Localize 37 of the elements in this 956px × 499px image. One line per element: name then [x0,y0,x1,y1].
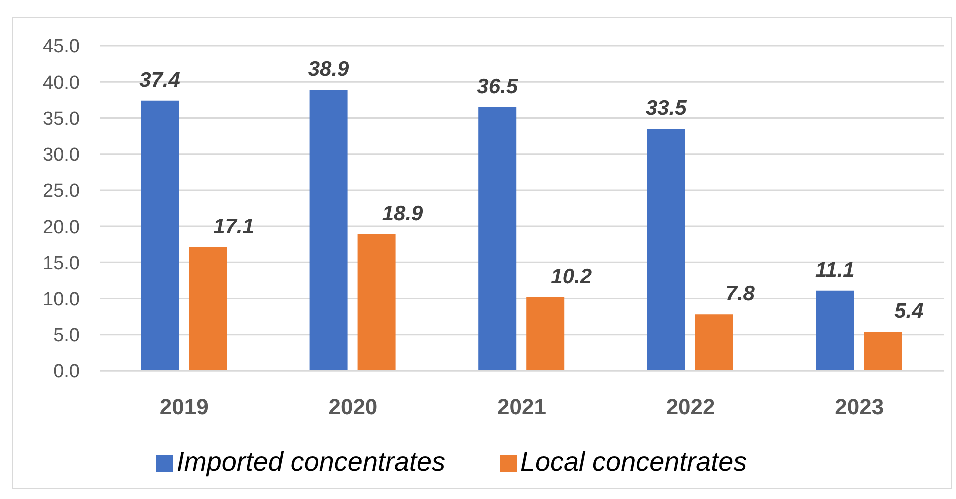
bar [864,332,902,371]
x-tick-label: 2021 [498,394,546,420]
bar [478,107,517,371]
legend-label: Local concentrates [520,447,748,477]
data-label: 11.1 [816,258,855,282]
bar [189,248,227,371]
data-label: 5.4 [894,300,924,323]
y-tick-label: 30.0 [43,145,80,166]
y-tick-label: 25.0 [43,181,80,202]
bar [526,297,565,371]
data-label: 38.9 [308,58,350,82]
x-tick-label: 2023 [835,394,884,420]
x-tick-label: 2022 [666,394,716,420]
bar [816,290,854,371]
y-tick-label: 20.0 [43,217,80,238]
bar [310,90,348,371]
y-tick-label: 10.0 [43,290,80,311]
bar [647,129,686,371]
y-tick-label: 35.0 [43,108,80,130]
y-tick-label: 45.0 [43,36,80,58]
data-label: 36.5 [477,75,518,98]
data-label: 7.8 [726,282,756,306]
data-label: 10.2 [551,265,592,288]
bar [695,314,734,371]
y-tick-label: 15.0 [43,253,80,274]
data-label: 17.1 [214,216,254,238]
y-tick-label: 0.0 [54,362,80,383]
legend-label: Imported concentrates [176,447,446,477]
data-label: 33.5 [646,97,688,120]
data-label: 18.9 [382,202,424,226]
x-tick-label: 2019 [160,394,209,420]
x-tick-label: 2020 [328,394,378,420]
y-tick-label: 40.0 [43,72,80,94]
bar [358,234,396,371]
data-label: 37.4 [140,68,181,92]
y-tick-label: 5.0 [54,326,80,347]
bar [141,100,179,371]
